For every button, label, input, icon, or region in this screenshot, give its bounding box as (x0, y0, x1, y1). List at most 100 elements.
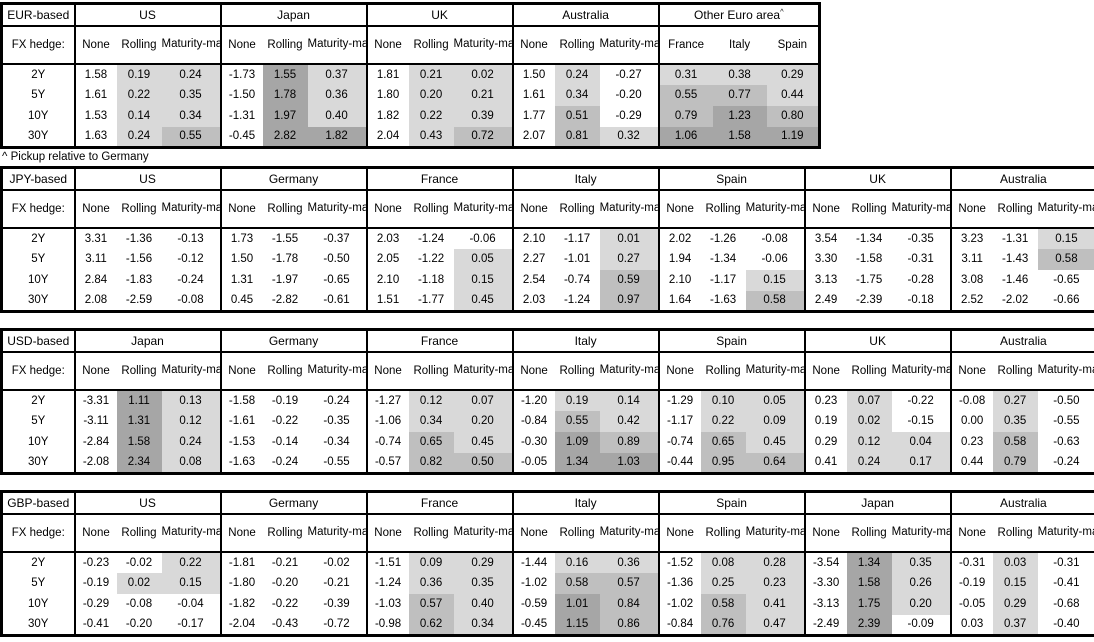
data-cell: 0.55 (554, 410, 600, 432)
column-header: Maturity-matched (1037, 189, 1094, 229)
data-cell: -0.24 (271, 456, 299, 469)
data-cell: 0.65 (700, 431, 746, 453)
data-cell: -0.21 (323, 577, 350, 589)
column-header: Italy (712, 25, 767, 65)
data-cell: 0.26 (891, 572, 951, 594)
row-label: 2Y (31, 556, 46, 569)
row-label: 5Y (31, 253, 46, 265)
data-cell: 0.72 (453, 126, 513, 148)
data-cell: -0.06 (469, 232, 496, 245)
data-cell: -3.30 (803, 572, 847, 594)
data-cell: -0.09 (907, 618, 934, 631)
country-header: Italy (511, 167, 659, 191)
data-cell: 0.22 (700, 410, 746, 432)
column-header: None (803, 189, 847, 229)
table-container-jpy-based: JPY-based US Germany France Italy Spain UK Aust… (0, 166, 1094, 313)
column-header: Rolling (846, 189, 892, 229)
data-cell: 1.80 (365, 84, 409, 106)
footnote: ^ Pickup relative to Germany (2, 151, 149, 163)
country-header: Australia (511, 3, 659, 27)
column-header: Maturity-matched (599, 189, 659, 229)
data-cell: 3.08 (949, 269, 993, 291)
data-cell: -3.54 (803, 551, 847, 573)
data-cell: 2.39 (846, 614, 892, 636)
data-cell: 0.86 (599, 614, 659, 636)
data-cell: 0.09 (408, 551, 454, 573)
data-cell: -1.24 (365, 572, 409, 594)
row-label: 5Y (31, 415, 46, 427)
data-cell: -2.08 (73, 452, 117, 474)
data-cell: 0.36 (307, 84, 367, 106)
data-cell: -0.14 (271, 436, 299, 448)
data-cell: 2.04 (365, 126, 409, 148)
column-header: Rolling (992, 189, 1038, 229)
data-cell: -0.22 (907, 394, 934, 407)
data-cell: -2.39 (856, 294, 883, 307)
data-cell: -0.08 (125, 598, 153, 610)
column-header: Maturity-matched (161, 351, 221, 391)
column-header: None (803, 351, 847, 391)
data-cell: 2.03 (365, 227, 409, 249)
data-cell: 2.02 (657, 227, 701, 249)
data-cell: -0.84 (511, 410, 555, 432)
data-cell: -1.17 (657, 410, 701, 432)
column-header: Rolling (262, 513, 308, 553)
country-header: Germany (219, 329, 367, 353)
data-cell: -0.98 (365, 614, 409, 636)
data-cell: 1.34 (846, 551, 892, 573)
data-cell: -0.06 (761, 253, 788, 265)
data-cell: -1.22 (417, 253, 445, 265)
column-header: Maturity-matched (161, 25, 221, 65)
data-cell: 1.58 (73, 63, 117, 85)
data-cell: 0.24 (554, 63, 600, 85)
data-cell: -0.31 (907, 253, 934, 265)
column-header: None (219, 25, 263, 65)
data-cell: 0.84 (599, 593, 659, 615)
data-cell: -1.58 (219, 389, 263, 411)
country-header: Spain (657, 329, 805, 353)
data-cell: 0.12 (408, 389, 454, 411)
data-cell: -0.19 (73, 572, 117, 594)
data-cell: 0.76 (700, 614, 746, 636)
data-cell: 0.55 (657, 84, 713, 106)
data-cell: 1.82 (307, 126, 367, 148)
data-cell: -0.74 (657, 431, 701, 453)
data-cell: 0.29 (992, 593, 1038, 615)
data-cell: -1.51 (365, 551, 409, 573)
data-cell: 2.05 (365, 248, 409, 270)
data-cell: 0.28 (745, 551, 805, 573)
data-cell: 0.95 (700, 452, 746, 474)
data-cell: 3.30 (803, 248, 847, 270)
data-cell: 0.02 (846, 410, 892, 432)
data-cell: 0.89 (599, 431, 659, 453)
data-cell: 1.11 (116, 389, 162, 411)
data-cell: -1.29 (657, 389, 701, 411)
data-cell: -0.59 (511, 593, 555, 615)
data-cell: 0.58 (1037, 248, 1094, 270)
data-cell: 0.34 (408, 410, 454, 432)
data-cell: 2.34 (116, 452, 162, 474)
column-header: Maturity-matched (307, 25, 367, 65)
data-cell: -0.43 (271, 618, 299, 631)
column-header: None (511, 189, 555, 229)
row-label: 5Y (31, 89, 46, 101)
data-cell: 0.15 (992, 572, 1038, 594)
column-header: None (73, 189, 117, 229)
data-cell: 0.50 (453, 452, 513, 474)
column-header: Rolling (408, 189, 454, 229)
data-cell: -0.28 (907, 274, 934, 286)
data-cell: -1.24 (417, 232, 445, 245)
data-cell: -1.31 (219, 105, 263, 127)
data-cell: 0.25 (700, 572, 746, 594)
data-cell: -1.31 (1002, 232, 1029, 245)
column-header: Maturity-matched (745, 351, 805, 391)
data-cell: 0.05 (745, 389, 805, 411)
data-cell: 0.08 (161, 452, 221, 474)
data-cell: 2.08 (73, 290, 117, 312)
data-cell: 1.31 (116, 410, 162, 432)
data-cell: 0.64 (745, 452, 805, 474)
data-cell: 0.12 (161, 410, 221, 432)
fx-hedge-label: FX hedge: (1, 513, 75, 553)
data-cell: 0.65 (408, 431, 454, 453)
data-cell: -0.17 (177, 618, 204, 631)
